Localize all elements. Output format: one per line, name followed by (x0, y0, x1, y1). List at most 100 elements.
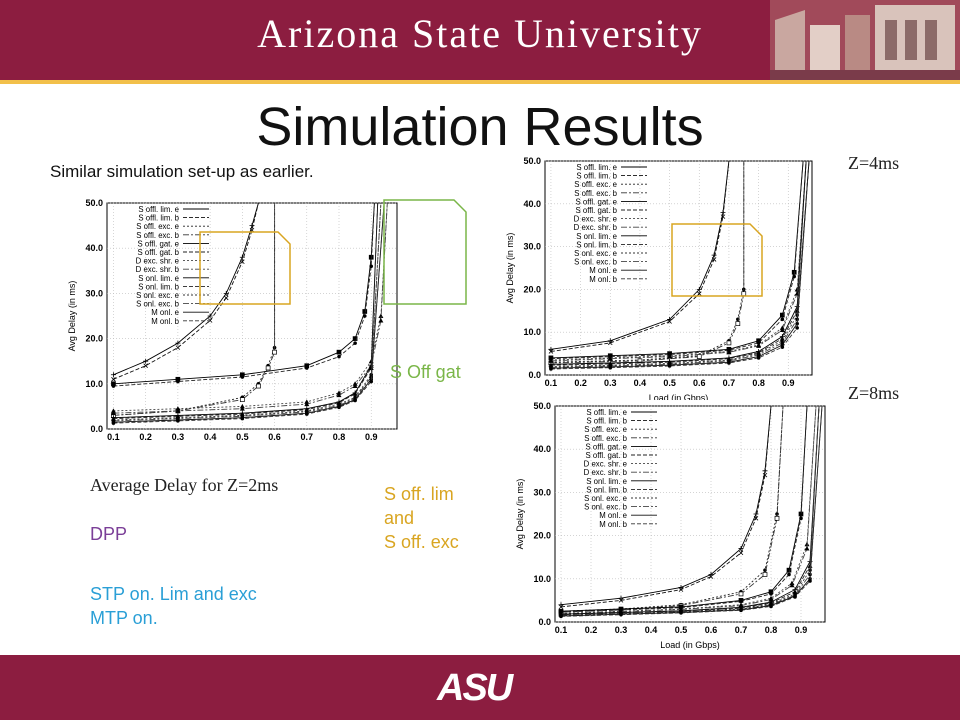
legend-entry-label: S onl. exc. e (136, 291, 179, 300)
x-tick-label: 0.8 (333, 432, 346, 442)
data-point (726, 340, 732, 346)
y-tick-label: 40.0 (523, 199, 541, 209)
x-tick-label: 0.4 (204, 432, 217, 442)
legend-entry-label: S offl. lim. e (586, 408, 627, 417)
asu-logo: ASU (437, 667, 513, 709)
series-line (560, 405, 772, 606)
chart-label-z8: Z=8ms (848, 383, 900, 403)
data-point (780, 317, 785, 322)
data-point (726, 349, 732, 355)
x-tick-label: 0.7 (301, 432, 314, 442)
series-line (113, 202, 385, 424)
data-point (369, 264, 374, 269)
campus-building-image (770, 0, 960, 80)
plot-frame (106, 202, 398, 430)
data-point (559, 614, 563, 619)
data-point (249, 223, 255, 229)
data-point (780, 345, 785, 349)
series-line (550, 160, 807, 365)
data-point (111, 421, 116, 425)
series-line (550, 160, 810, 370)
data-point (667, 354, 673, 359)
y-axis-label: Avg Delay (in ms) (67, 281, 77, 352)
series-line (113, 202, 379, 420)
data-point (111, 384, 116, 388)
data-point (787, 572, 791, 577)
data-point (362, 309, 368, 314)
data-point (618, 598, 624, 603)
legend-entry-label: S offl. exc. e (574, 180, 617, 189)
data-point (336, 349, 342, 355)
x-tick-label: 0.5 (236, 432, 249, 442)
x-tick-label: 0.5 (663, 378, 676, 388)
legend-entry-label: D exc. shr. e (574, 215, 617, 224)
highlight-box-2 (383, 199, 467, 305)
legend-entry-label: S offl. lim. b (138, 214, 179, 223)
legend-entry-label: S offl. lim. e (576, 163, 617, 172)
y-tick-label: 40.0 (533, 444, 551, 454)
series-line (560, 405, 808, 613)
legend-entry-label: S offl. exc. b (574, 189, 617, 198)
data-point (353, 398, 357, 403)
y-tick-label: 50.0 (85, 198, 103, 208)
data-point (176, 379, 180, 384)
data-point (667, 364, 672, 368)
data-point (548, 349, 554, 354)
data-point (240, 259, 245, 265)
data-point (175, 408, 181, 413)
series-line (113, 202, 385, 423)
series-line (550, 160, 807, 362)
data-point (804, 546, 810, 551)
data-point (756, 356, 761, 360)
data-point (735, 321, 741, 326)
data-point (696, 291, 702, 296)
y-tick-label: 50.0 (523, 156, 541, 166)
data-point (369, 379, 374, 384)
data-point (679, 611, 683, 615)
series-line (550, 160, 810, 368)
data-point (256, 383, 261, 389)
x-tick-label: 0.3 (615, 625, 628, 635)
data-point (223, 295, 229, 301)
plot-frame (554, 405, 826, 623)
legend-entry-label: S onl. lim. b (586, 485, 627, 494)
y-tick-label: 40.0 (85, 243, 103, 253)
data-point (789, 582, 795, 588)
university-name: Arizona State University (257, 11, 703, 56)
y-tick-label: 30.0 (523, 242, 541, 252)
data-point (143, 358, 149, 364)
legend-entry-label: S offl. gat. b (576, 206, 618, 215)
data-point (779, 327, 785, 333)
slide-subtitle: Similar simulation set-up as earlier. (50, 162, 314, 181)
series-line (550, 160, 810, 369)
x-tick-label: 0.2 (139, 432, 152, 442)
legend-entry-label: D exc. shr. b (584, 468, 628, 477)
series-line (560, 405, 820, 615)
annotation-dpp: DPP (90, 524, 128, 544)
legend-entry-label: S onl. lim. e (586, 477, 627, 486)
y-tick-label: 10.0 (533, 574, 551, 584)
legend-entry-label: S offl. gat. e (586, 442, 627, 451)
x-tick-label: 0.9 (782, 378, 795, 388)
legend-entry-label: S offl. lim. e (138, 205, 179, 214)
header-divider (0, 80, 960, 84)
data-point (619, 612, 623, 617)
data-point (368, 365, 374, 370)
data-point (304, 401, 310, 407)
data-point (762, 572, 768, 577)
x-tick-label: 0.2 (585, 625, 598, 635)
data-point (727, 361, 731, 365)
data-point (708, 574, 714, 579)
annotation-s-off-lim: S off. lim and S off. exc (384, 482, 459, 554)
data-point (175, 345, 181, 350)
x-tick-label: 0.9 (795, 625, 808, 635)
legend-entry-label: S onl. lim. e (138, 274, 179, 283)
data-point (738, 550, 744, 556)
data-point (607, 340, 613, 346)
series-line (550, 160, 804, 360)
series-line (560, 405, 817, 615)
y-tick-label: 20.0 (523, 284, 541, 294)
y-tick-label: 30.0 (533, 487, 551, 497)
data-point (739, 608, 743, 613)
data-point (378, 318, 384, 323)
